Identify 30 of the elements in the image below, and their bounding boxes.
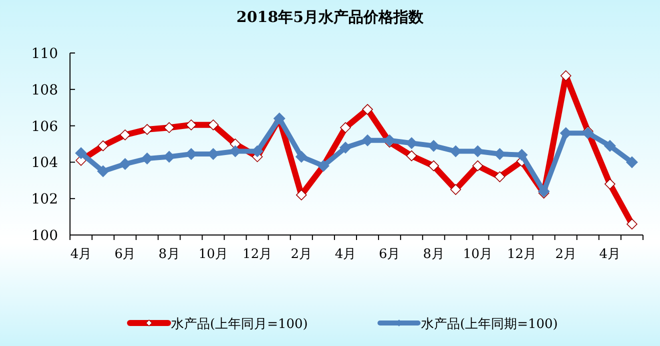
x-tick-label: 4月 [70, 247, 92, 262]
point [604, 140, 616, 152]
chart-title: 2018年5月水产品价格指数 [236, 8, 425, 26]
x-tick-label: 10月 [198, 247, 228, 262]
y-tick-label: 110 [31, 46, 58, 62]
x-tick-label: 4月 [334, 247, 356, 262]
y-tick-label: 108 [31, 82, 58, 98]
point [339, 142, 352, 154]
x-tick-label: 8月 [422, 247, 444, 262]
x-tick-label: 12月 [507, 247, 537, 262]
point [626, 156, 638, 168]
x-tick-label: 2月 [555, 247, 577, 262]
x-tick-label: 2月 [290, 247, 312, 262]
point [428, 140, 440, 152]
point [75, 147, 88, 160]
point [97, 165, 110, 178]
legend-label: 水产品(上年同期=100) [421, 317, 558, 332]
x-tick-label: 6月 [378, 247, 400, 262]
legend-label: 水产品(上年同月=100) [171, 317, 308, 332]
y-tick-label: 100 [31, 228, 58, 244]
x-tick-label: 6月 [114, 247, 136, 262]
x-tick-label: 8月 [158, 247, 180, 262]
x-tick-label: 12月 [242, 247, 272, 262]
x-tick-label: 10月 [462, 247, 492, 262]
x-tick-label: 4月 [599, 247, 621, 262]
y-tick-label: 106 [31, 118, 58, 135]
y-tick-label: 102 [31, 192, 58, 208]
point [295, 150, 308, 163]
point [119, 158, 132, 170]
y-tick-label: 104 [31, 155, 58, 172]
